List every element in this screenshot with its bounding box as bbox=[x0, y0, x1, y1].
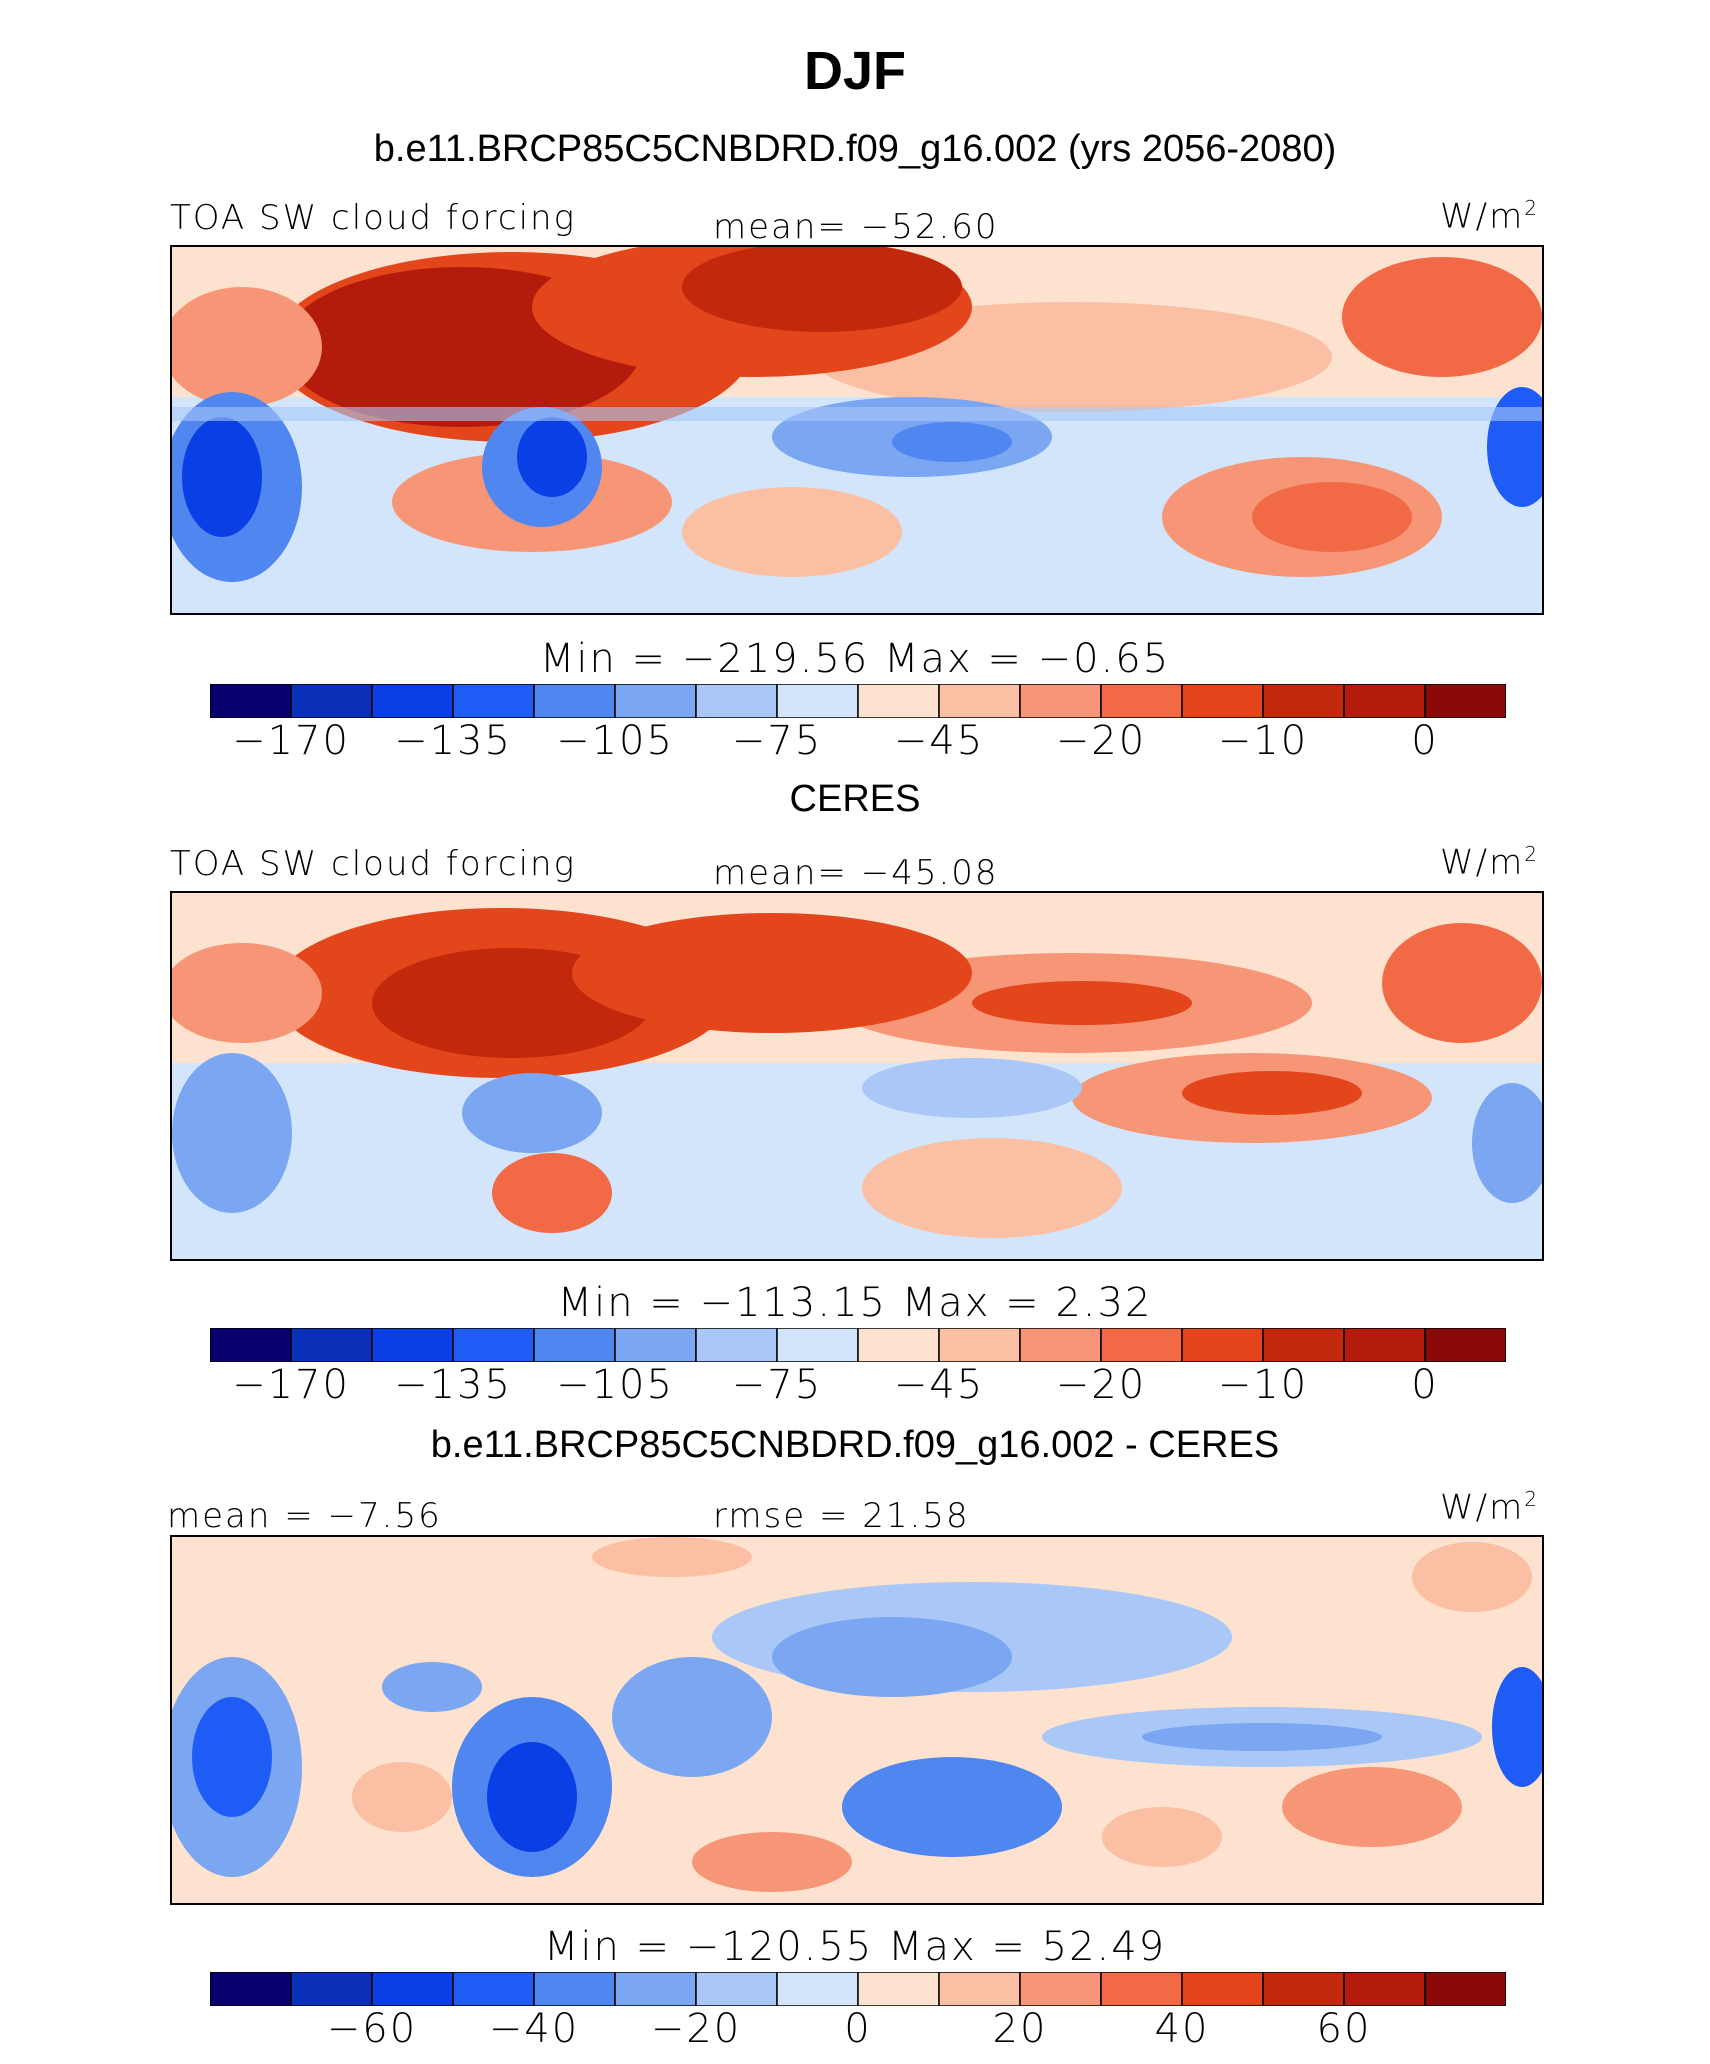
panel-1-map bbox=[170, 245, 1544, 615]
colorbar-swatch bbox=[938, 684, 1021, 718]
colorbar-swatch bbox=[452, 684, 535, 718]
colorbar-tick-label: 20 bbox=[992, 2006, 1048, 2052]
colorbar-swatch bbox=[938, 1328, 1021, 1362]
colorbar-swatch bbox=[290, 684, 373, 718]
colorbar-tick-label: −40 bbox=[488, 2006, 580, 2052]
colorbar-tick-label: −170 bbox=[232, 1362, 350, 1408]
panel-2-title: CERES bbox=[789, 778, 921, 820]
colorbar-swatch bbox=[210, 684, 292, 718]
colorbar-swatch bbox=[371, 1328, 454, 1362]
colorbar-swatch bbox=[1262, 684, 1345, 718]
colorbar-tick-label: −20 bbox=[650, 2006, 742, 2052]
colorbar-tick-label: 0 bbox=[1411, 1362, 1439, 1408]
colorbar-swatch bbox=[695, 684, 778, 718]
colorbar-swatch bbox=[210, 1328, 292, 1362]
colorbar-swatch bbox=[776, 1328, 859, 1362]
colorbar-tick-label: −20 bbox=[1055, 718, 1147, 764]
colorbar-swatch bbox=[1343, 684, 1426, 718]
colorbar-swatch bbox=[1100, 1972, 1183, 2006]
colorbar-tick-label: −10 bbox=[1217, 718, 1309, 764]
colorbar-swatch bbox=[290, 1328, 373, 1362]
panel-1-variable-label: TOA SW cloud forcing bbox=[170, 198, 576, 238]
panel-2-colorbar bbox=[210, 1328, 1506, 1362]
colorbar-swatch bbox=[695, 1328, 778, 1362]
colorbar-swatch bbox=[1181, 1328, 1264, 1362]
panel-1-colorbar-ticks: −170 −135 −105 −75 −45 −20 −10 0 bbox=[0, 718, 1710, 768]
colorbar-swatch bbox=[695, 1972, 778, 2006]
colorbar-tick-label: −45 bbox=[893, 718, 985, 764]
panel-2-units: W/m2 bbox=[1440, 842, 1539, 883]
colorbar-swatch bbox=[210, 1972, 292, 2006]
colorbar-swatch bbox=[452, 1328, 535, 1362]
colorbar-swatch bbox=[614, 684, 697, 718]
colorbar-swatch bbox=[776, 684, 859, 718]
colorbar-swatch bbox=[1343, 1972, 1426, 2006]
panel-2-mean-label: mean= −45.08 bbox=[713, 853, 999, 893]
colorbar-swatch bbox=[1424, 1972, 1506, 2006]
colorbar-swatch bbox=[1181, 684, 1264, 718]
panel-2-variable-label: TOA SW cloud forcing bbox=[170, 844, 576, 884]
colorbar-tick-label: −105 bbox=[556, 1362, 674, 1408]
colorbar-swatch bbox=[938, 1972, 1021, 2006]
colorbar-swatch bbox=[533, 1328, 616, 1362]
panel-2-map bbox=[170, 891, 1544, 1261]
colorbar-swatch bbox=[1019, 684, 1102, 718]
colorbar-tick-label: 0 bbox=[1411, 718, 1439, 764]
colorbar-swatch bbox=[857, 1972, 940, 2006]
colorbar-tick-label: −135 bbox=[394, 718, 512, 764]
colorbar-swatch bbox=[614, 1328, 697, 1362]
panel-3-rmse-label: rmse = 21.58 bbox=[713, 1496, 970, 1536]
colorbar-swatch bbox=[290, 1972, 373, 2006]
panel-3-units: W/m2 bbox=[1440, 1487, 1539, 1528]
colorbar-tick-label: −105 bbox=[556, 718, 674, 764]
colorbar-swatch bbox=[614, 1972, 697, 2006]
colorbar-swatch bbox=[1100, 1328, 1183, 1362]
panel-2-colorbar-ticks: −170 −135 −105 −75 −45 −20 −10 0 bbox=[0, 1362, 1710, 1412]
colorbar-swatch bbox=[857, 1328, 940, 1362]
colorbar-swatch bbox=[776, 1972, 859, 2006]
panel-1-title: b.e11.BRCP85C5CNBDRD.f09_g16.002 (yrs 20… bbox=[373, 128, 1337, 170]
figure-title: DJF bbox=[803, 41, 906, 101]
colorbar-swatch bbox=[1019, 1972, 1102, 2006]
colorbar-tick-label: −75 bbox=[731, 1362, 823, 1408]
panel-1-minmax: Min = −219.56 Max = −0.65 bbox=[539, 636, 1171, 682]
colorbar-tick-label: −10 bbox=[1217, 1362, 1309, 1408]
panel-3-mean-label: mean = −7.56 bbox=[167, 1496, 442, 1536]
panel-1-colorbar bbox=[210, 684, 1506, 718]
colorbar-swatch bbox=[533, 684, 616, 718]
colorbar-swatch bbox=[1424, 684, 1506, 718]
colorbar-swatch bbox=[371, 1972, 454, 2006]
colorbar-swatch bbox=[1343, 1328, 1426, 1362]
colorbar-tick-label: −135 bbox=[394, 1362, 512, 1408]
colorbar-tick-label: −170 bbox=[232, 718, 350, 764]
panel-3-map bbox=[170, 1535, 1544, 1905]
colorbar-tick-label: −20 bbox=[1055, 1362, 1147, 1408]
colorbar-tick-label: −60 bbox=[326, 2006, 418, 2052]
colorbar-tick-label: 0 bbox=[844, 2006, 872, 2052]
colorbar-swatch bbox=[452, 1972, 535, 2006]
panel-1-units: W/m2 bbox=[1440, 196, 1539, 237]
colorbar-swatch bbox=[857, 684, 940, 718]
panel-3-minmax: Min = −120.55 Max = 52.49 bbox=[543, 1924, 1167, 1970]
colorbar-swatch bbox=[371, 684, 454, 718]
colorbar-tick-label: −45 bbox=[893, 1362, 985, 1408]
colorbar-tick-label: 60 bbox=[1316, 2006, 1372, 2052]
panel-2-minmax: Min = −113.15 Max = 2.32 bbox=[557, 1280, 1153, 1326]
panel-3-colorbar-ticks: −60 −40 −20 0 20 40 60 bbox=[0, 2006, 1710, 2056]
colorbar-swatch bbox=[1262, 1972, 1345, 2006]
colorbar-swatch bbox=[1181, 1972, 1264, 2006]
colorbar-swatch bbox=[1100, 684, 1183, 718]
colorbar-swatch bbox=[533, 1972, 616, 2006]
colorbar-tick-label: −75 bbox=[731, 718, 823, 764]
colorbar-swatch bbox=[1262, 1328, 1345, 1362]
panel-1-mean-label: mean= −52.60 bbox=[713, 207, 999, 247]
panel-3-colorbar bbox=[210, 1972, 1506, 2006]
colorbar-swatch bbox=[1019, 1328, 1102, 1362]
panel-3-title: b.e11.BRCP85C5CNBDRD.f09_g16.002 - CERES bbox=[430, 1424, 1280, 1466]
colorbar-swatch bbox=[1424, 1328, 1506, 1362]
colorbar-tick-label: 40 bbox=[1154, 2006, 1210, 2052]
